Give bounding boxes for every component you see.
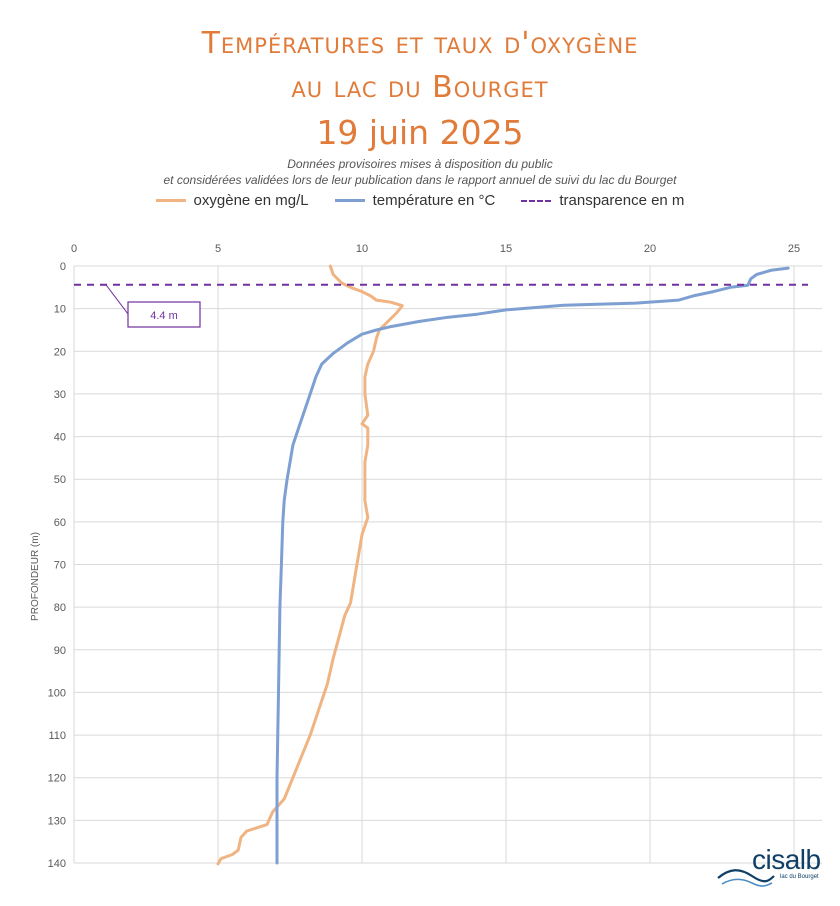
title-line-1: Températures et taux d'oxygène bbox=[201, 26, 639, 61]
legend-label-transparency: transparence en m bbox=[559, 192, 685, 209]
legend-item-oxygen: oxygène en mg/L bbox=[155, 192, 309, 209]
chart-title: Températures et taux d'oxygène au lac du… bbox=[0, 22, 840, 156]
y-tick-label: 30 bbox=[54, 389, 66, 401]
legend-label-temperature: température en °C bbox=[372, 192, 496, 209]
legend-swatch-temperature bbox=[334, 199, 365, 202]
y-tick-label: 110 bbox=[48, 730, 66, 742]
y-tick-label: 20 bbox=[54, 346, 66, 358]
y-tick-label: 100 bbox=[48, 687, 66, 699]
annotation-label: 4.4 m bbox=[150, 310, 178, 322]
subtitle-line-2: et considérées validées lors de leur pub… bbox=[163, 173, 677, 187]
temperature-series-line bbox=[275, 266, 790, 865]
title-line-2: au lac du Bourget bbox=[291, 70, 549, 105]
legend-item-transparency: transparence en m bbox=[521, 192, 684, 209]
y-tick-label: 60 bbox=[54, 517, 66, 529]
oxygen-series-line bbox=[216, 264, 404, 866]
legend: oxygène en mg/L température en °C transp… bbox=[0, 192, 840, 209]
legend-label-oxygen: oxygène en mg/L bbox=[193, 192, 309, 209]
annotation-leader bbox=[105, 284, 129, 315]
x-tick-label: 15 bbox=[500, 243, 512, 255]
y-tick-label: 140 bbox=[48, 858, 66, 870]
y-axis-label: PROFONDEUR (m) bbox=[30, 532, 41, 621]
x-tick-label: 0 bbox=[71, 243, 77, 255]
legend-swatch-transparency bbox=[521, 199, 552, 202]
logo-tagline: lac du Bourget bbox=[780, 874, 819, 880]
y-tick-label: 80 bbox=[54, 602, 66, 614]
logo-name: cisalb bbox=[752, 844, 821, 875]
y-tick-label: 50 bbox=[54, 474, 66, 486]
legend-swatch-oxygen bbox=[155, 199, 186, 202]
logo-wave-icon bbox=[717, 869, 775, 887]
legend-item-temperature: température en °C bbox=[334, 192, 496, 209]
y-tick-label: 90 bbox=[54, 645, 66, 657]
y-tick-label: 130 bbox=[48, 815, 66, 827]
y-tick-label: 40 bbox=[54, 432, 66, 444]
chart-subtitle: Données provisoires mises à disposition … bbox=[0, 156, 840, 188]
x-tick-label: 20 bbox=[644, 243, 656, 255]
x-tick-label: 25 bbox=[788, 243, 800, 255]
title-date: 19 juin 2025 bbox=[316, 113, 524, 152]
x-tick-label: 5 bbox=[215, 243, 221, 255]
y-tick-label: 10 bbox=[54, 304, 66, 316]
cisalb-logo: cisalb lac du Bourget bbox=[716, 844, 832, 887]
y-tick-label: 70 bbox=[54, 560, 66, 572]
y-tick-label: 120 bbox=[48, 773, 66, 785]
annotation-box bbox=[127, 301, 201, 328]
subtitle-line-1: Données provisoires mises à disposition … bbox=[287, 157, 553, 171]
y-tick-label: 0 bbox=[60, 261, 66, 273]
x-tick-label: 10 bbox=[356, 243, 368, 255]
